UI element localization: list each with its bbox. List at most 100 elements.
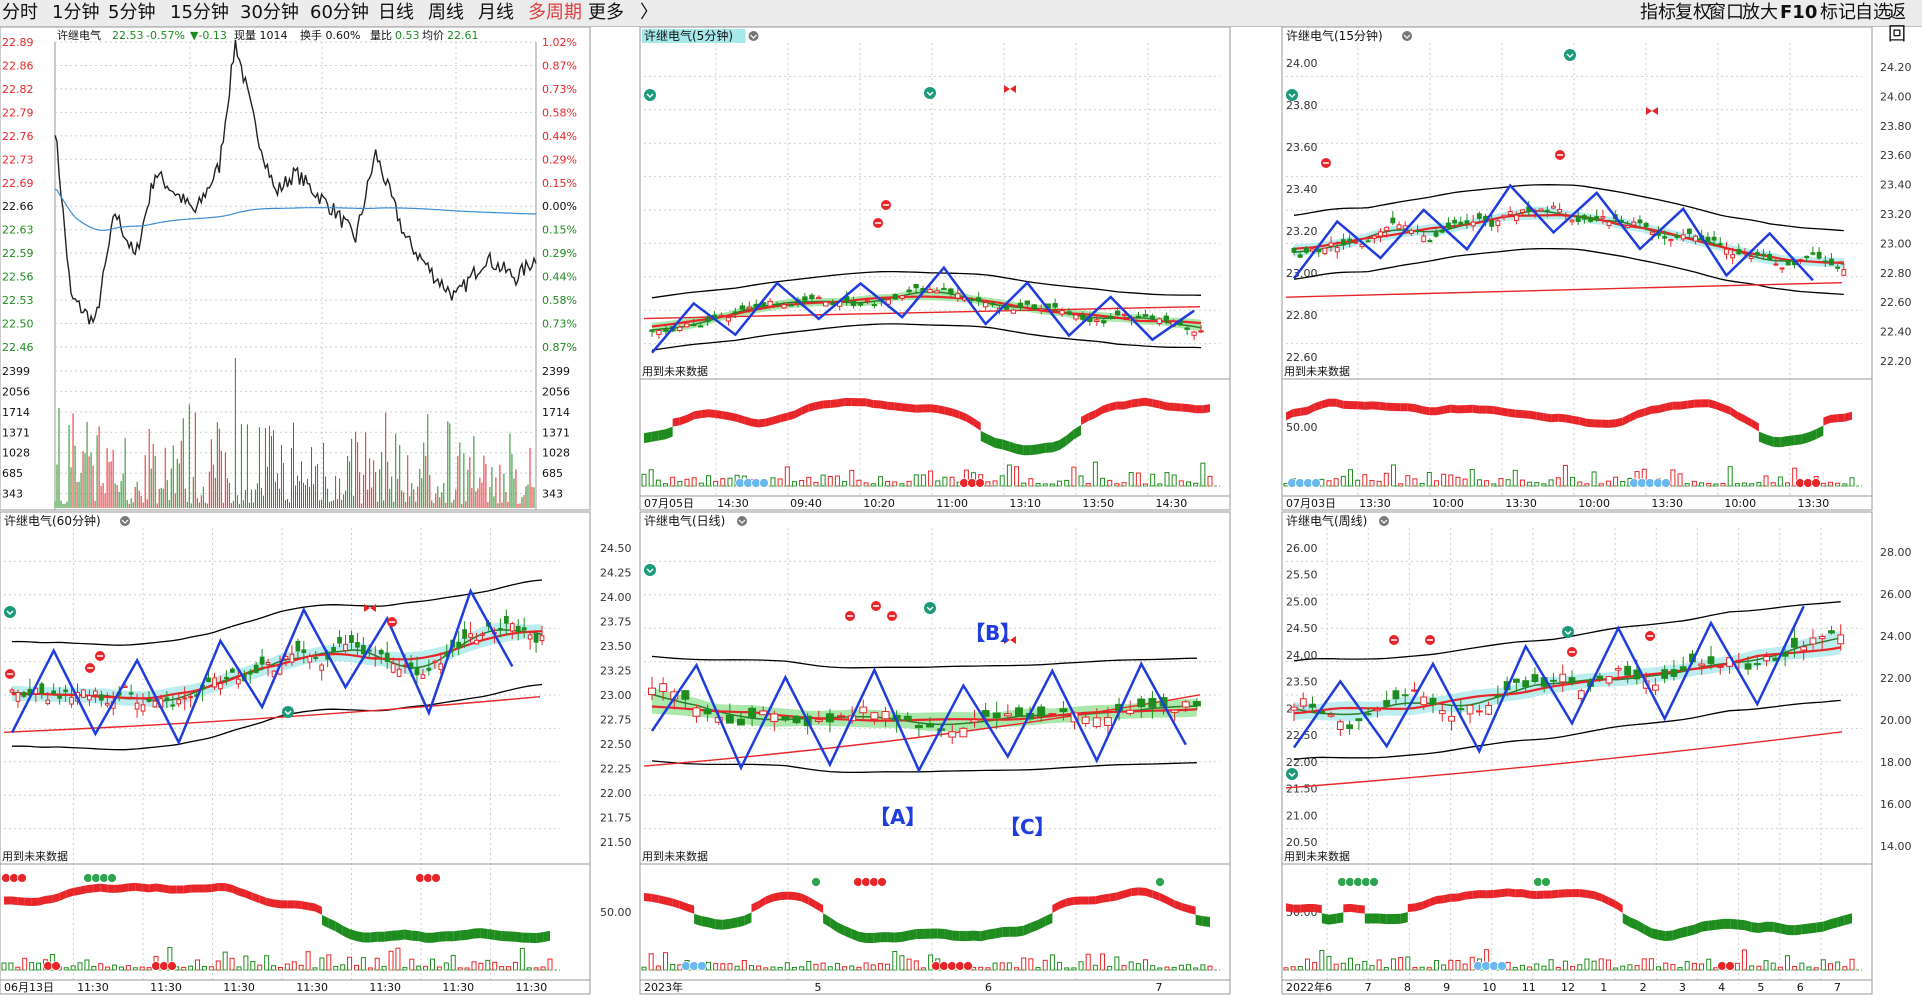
period-tab-1[interactable]: 1分钟 [52,2,100,23]
osc-bar [1128,472,1134,487]
candle-body [45,699,51,705]
bubble-icon [963,961,973,971]
period-tab-7[interactable]: 周线 [428,2,464,23]
osc-bar [870,483,876,487]
osc-ribbon [708,409,716,418]
trend-red-line [3,695,541,734]
future-data-note: 用到未来数据 [2,849,68,863]
candle-body [746,306,752,310]
tool-button-7[interactable]: 返回 [1888,2,1906,45]
osc-bar [1071,967,1077,971]
volume-axis-label: 2056 [2,385,30,398]
osc-bar [834,962,840,971]
candle-body [1649,231,1655,235]
osc-ribbon [17,897,25,906]
candle-body [955,293,961,299]
osc-bar [1455,959,1461,971]
band-upper-line [651,655,1197,669]
candle-body [770,713,779,722]
period-tab-8[interactable]: 月线 [478,2,514,23]
period-tab-9[interactable]: 多周期 [528,2,582,23]
period-tab-5[interactable]: 60分钟 [310,2,369,23]
osc-ribbon [1708,919,1716,931]
candle-body [1507,211,1513,216]
osc-ribbon [952,930,960,941]
osc-bar [1684,961,1690,971]
osc-bar [834,475,840,487]
candle-body [1415,230,1420,233]
tool-button-1[interactable]: 复权 [1675,2,1711,23]
osc-ribbon [1400,912,1408,924]
pct-axis-label: 0.44% [542,271,577,284]
panel-title: 许继电气(日线) [644,513,725,528]
chevron-down-icon[interactable] [1402,31,1412,41]
pct-axis-label: 0.58% [542,106,577,119]
candle-body [830,302,836,305]
period-tab-11[interactable]: 〉 [640,2,658,23]
osc-ribbon [772,892,781,902]
osc-bar [1412,967,1418,971]
osc-ribbon [1830,917,1838,930]
osc-ribbon [1479,405,1487,414]
osc-ribbon [460,929,468,941]
tool-button-5[interactable]: 标记 [1820,2,1856,23]
candle-body [1485,704,1492,715]
candle-body [737,718,745,726]
pct-axis-label: 0.87% [542,341,577,354]
tool-button-3[interactable]: 放大 [1742,2,1778,23]
osc-ribbon [1052,901,1060,913]
osc-bar [1842,966,1848,971]
period-tab-6[interactable]: 日线 [378,2,414,23]
buy-signal-icon [4,606,16,618]
candle-body [1494,695,1502,698]
osc-ribbon [909,403,917,413]
candle-body [414,667,420,676]
osc-bar [77,962,83,971]
tool-button-2[interactable]: 窗口 [1708,2,1744,23]
osc-ribbon [794,891,802,902]
date-label: 10 [1482,981,1496,994]
period-tab-2[interactable]: 5分钟 [108,2,156,23]
price-axis-label: 22.53 [2,294,34,307]
candle-body [703,709,712,715]
osc-bar [250,961,256,971]
candle-body [825,713,834,723]
osc-bar [856,966,862,971]
volume-axis-label: 1028 [2,447,30,460]
osc-ribbon [391,930,398,941]
osc-bar [112,964,118,971]
osc-ribbon [1529,890,1537,900]
osc-ribbon [901,403,910,412]
price-axis-label: 22.76 [2,130,34,143]
candle-body [235,678,241,685]
tool-button-0[interactable]: 指标 [1640,2,1676,23]
chevron-down-icon[interactable] [748,31,759,41]
osc-bar [1828,481,1834,487]
osc-ribbon [744,912,752,926]
chevron-down-icon[interactable] [737,516,747,526]
chevron-down-icon[interactable] [1379,516,1389,526]
right-axis-label: 28.00 [1880,546,1912,559]
period-tab-10[interactable]: 更多 [588,2,624,23]
candle-body [1633,669,1641,680]
candle-body [432,660,438,664]
period-tab-4[interactable]: 30分钟 [240,2,299,23]
candle-body [1538,208,1544,212]
period-tab-0[interactable]: 分时 [2,2,38,23]
candle-body [1551,205,1556,209]
price-axis-label: 22.79 [2,106,34,119]
tool-button-4[interactable]: F10 [1780,2,1818,23]
osc-ribbon [1794,924,1802,936]
osc-ribbon [1715,401,1724,412]
candle-body [1048,713,1057,716]
tool-button-6[interactable]: 自选 [1855,2,1891,23]
chevron-down-icon[interactable] [120,516,130,526]
osc-ribbon [1364,401,1372,410]
period-tab-3[interactable]: 15分钟 [170,2,229,23]
osc-bar [1519,479,1525,487]
butterfly-icon [364,604,376,612]
osc-ribbon [446,931,454,942]
candle-body [1092,717,1101,728]
candle-body [396,668,402,677]
future-data-note: 用到未来数据 [1284,364,1350,378]
